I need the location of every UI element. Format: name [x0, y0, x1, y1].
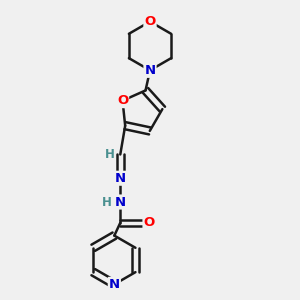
- Text: N: N: [144, 64, 156, 77]
- Text: O: O: [143, 216, 155, 229]
- Text: H: H: [105, 148, 115, 161]
- Text: N: N: [109, 278, 120, 291]
- Text: N: N: [115, 196, 126, 208]
- Text: O: O: [144, 15, 156, 28]
- Text: N: N: [115, 172, 126, 185]
- Text: O: O: [117, 94, 128, 107]
- Text: H: H: [102, 196, 112, 208]
